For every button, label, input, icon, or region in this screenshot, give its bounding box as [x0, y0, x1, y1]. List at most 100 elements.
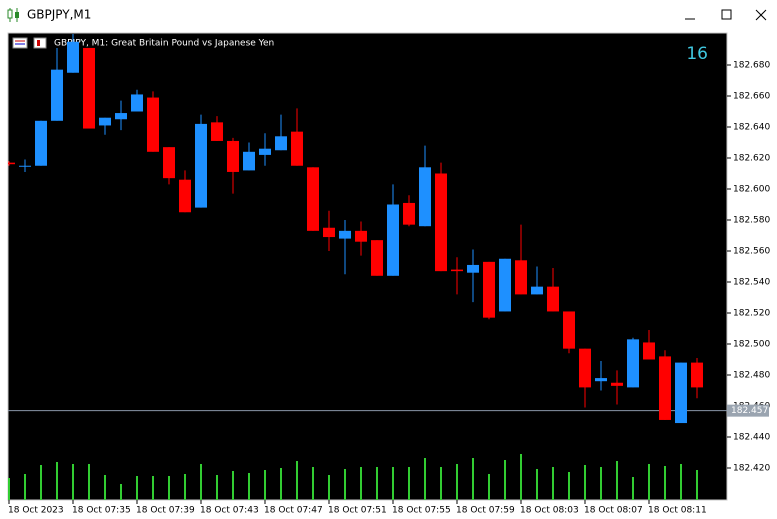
volume-bar [312, 467, 314, 500]
candle-body [483, 261, 495, 318]
current-price-box [727, 404, 769, 417]
volume-bar [392, 467, 394, 500]
candle-body [371, 240, 383, 276]
candle-body [403, 202, 415, 225]
volume-bar [120, 484, 122, 500]
volume-bar [600, 467, 602, 500]
candle-body [467, 264, 479, 273]
chart-title: GBPJPY, M1: Great Britain Pound vs Japan… [54, 39, 274, 49]
x-tick-label: 18 Oct 07:35 [72, 506, 131, 516]
candle-body [675, 362, 687, 424]
candle-body [243, 151, 255, 171]
y-tick-label: 182.520 [733, 309, 770, 319]
volume-bar [152, 476, 154, 500]
header-icons [12, 37, 47, 49]
current-price-label: 182.457 [731, 406, 768, 416]
candle-body [8, 162, 15, 165]
volume-bar [168, 476, 170, 500]
volume-bar [72, 464, 74, 500]
volume-bar [680, 464, 682, 500]
candle-body [211, 122, 223, 141]
candle-body [275, 136, 287, 151]
volume-bar [264, 470, 266, 500]
y-tick-label: 182.540 [733, 278, 770, 288]
candle-body [259, 148, 271, 155]
candle-body [579, 348, 591, 388]
volume-bar [328, 475, 330, 500]
volume-bar [632, 477, 634, 500]
candle-body [547, 286, 559, 312]
candle-body [323, 227, 335, 238]
candle-body [51, 69, 63, 121]
candle-body [131, 94, 143, 112]
window-title: GBPJPY,M1 [27, 8, 91, 22]
volume-bar [424, 458, 426, 500]
candle-body [35, 120, 47, 166]
volume-bar [520, 454, 522, 500]
volume-bar [536, 469, 538, 500]
y-tick-label: 182.640 [733, 123, 770, 133]
x-tick-label: 18 Oct 07:43 [200, 506, 259, 516]
volume-bar [568, 472, 570, 500]
volume-bar [696, 470, 698, 500]
volume-bar [488, 474, 490, 500]
volume-bar [648, 464, 650, 500]
volume-bar [344, 469, 346, 500]
y-tick-label: 182.620 [733, 154, 770, 164]
plot [8, 34, 727, 500]
candle-body [291, 131, 303, 166]
close-button[interactable] [755, 9, 767, 21]
volume-bar [296, 461, 298, 500]
maximize-button[interactable] [721, 9, 732, 20]
candle-body [419, 167, 431, 227]
candle-body [19, 165, 31, 167]
countdown: 16 [686, 44, 708, 64]
volume-bar [184, 474, 186, 500]
volume-bar [376, 467, 378, 500]
candle-body [627, 339, 639, 388]
candle-body [563, 311, 575, 349]
y-tick-label: 182.600 [733, 185, 770, 195]
candle-body [147, 97, 159, 152]
candle-body [195, 123, 207, 208]
volume-bar [504, 460, 506, 500]
candle-body [227, 140, 239, 172]
volume-bar [200, 464, 202, 500]
volume-bar [280, 468, 282, 500]
candle-body [531, 286, 543, 295]
candle-body [643, 342, 655, 360]
volume-bar [40, 465, 42, 500]
volume-bar [664, 466, 666, 500]
volume-bar [232, 471, 234, 500]
x-tick-label: 18 Oct 07:47 [264, 506, 323, 516]
x-tick-label: 18 Oct 08:03 [520, 506, 579, 516]
candle-body [659, 356, 671, 420]
candle-body [451, 269, 463, 272]
plot-area [7, 32, 728, 501]
x-tick-label: 18 Oct 07:39 [136, 506, 195, 516]
candle-body [499, 258, 511, 312]
volume-bar [472, 458, 474, 500]
volume-bar [408, 467, 410, 500]
candle-body [99, 117, 111, 126]
volume-bar [216, 475, 218, 500]
x-tick-label: 18 Oct 08:11 [648, 506, 707, 516]
axes: 182.680 182.660 182.640 182.620 182.600 182.5… [8, 61, 770, 516]
y-tick-label: 182.480 [733, 371, 770, 381]
candle-body [179, 179, 191, 213]
volume-bar [616, 461, 618, 500]
volume-bar [24, 474, 26, 500]
candle-body [387, 204, 399, 276]
candle-body [515, 260, 527, 295]
y-tick-label: 182.560 [733, 247, 770, 257]
x-tick-label: 18 Oct 08:07 [584, 506, 643, 516]
candle-body [595, 378, 607, 382]
y-tick-label: 182.680 [733, 61, 770, 71]
candle-body [355, 230, 367, 242]
volume-bar [248, 473, 250, 500]
x-tick-label: 18 Oct 07:51 [328, 506, 387, 516]
y-tick-label: 182.500 [733, 340, 770, 350]
volume-bar [440, 467, 442, 500]
y-tick-label: 182.440 [733, 433, 770, 443]
